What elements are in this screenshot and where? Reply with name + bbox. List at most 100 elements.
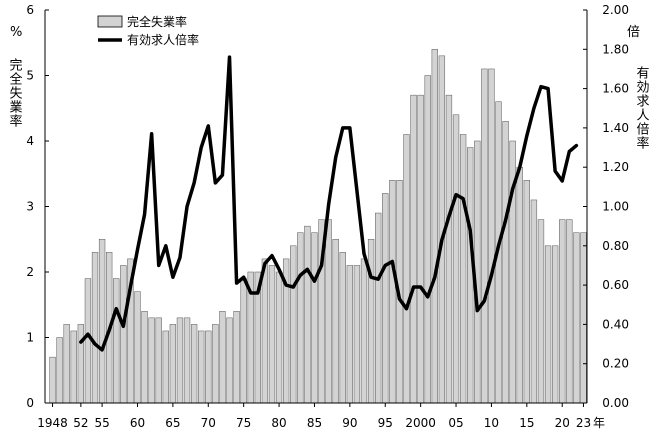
unemployment-bar-2005	[452, 114, 460, 404]
right-tick-label: 1.60	[602, 82, 629, 96]
unemployment-bar-1962	[148, 317, 155, 404]
unemployment-bar-1955	[98, 239, 106, 404]
x-tick-label: 10	[484, 416, 499, 430]
right-tick-label: 1.20	[602, 160, 629, 174]
unemployment-bar-2023	[580, 232, 587, 404]
legend-label-unemployment: 完全失業率	[127, 14, 187, 29]
right-tick-label: 1.40	[602, 121, 629, 135]
unemployment-bar-2016	[530, 199, 538, 404]
unemployment-bar-1995	[382, 193, 389, 404]
legend-swatch-unemployment	[97, 15, 123, 28]
right-tick-label: 1.00	[602, 200, 629, 214]
x-tick-label: 65	[165, 416, 180, 430]
x-tick-label: 95	[378, 416, 393, 430]
x-tick-label: 55	[94, 416, 109, 430]
unemployment-bar-2012	[502, 121, 509, 404]
unemployment-bar-1964	[162, 330, 169, 404]
unemployment-bar-2018	[544, 245, 552, 404]
unemployment-bar-2010	[488, 68, 495, 404]
unemployment-bar-2015	[523, 180, 530, 404]
job-ratio-line-layer	[79, 55, 579, 352]
left-tick-label: 6	[26, 3, 34, 17]
x-axis-ticks: 1948 52 55 60 65 70 75 80 85 90 95 2000 05 10 15 20 23	[37, 403, 591, 430]
x-tick-label: 05	[448, 416, 463, 430]
left-tick-label: 5	[26, 69, 34, 83]
unemployment-bar-2001	[424, 75, 431, 404]
unemployment-bar-2022	[573, 232, 580, 404]
right-tick-label: 2.00	[602, 3, 629, 17]
unemployment-bar-1992	[360, 258, 368, 404]
unemployment-bar-2000	[417, 94, 424, 404]
x-tick-label: 1948	[37, 416, 68, 430]
unemployment-bar-1968	[190, 324, 198, 404]
unemployment-bar-1965	[169, 324, 177, 404]
legend-label-job-ratio: 有効求人倍率	[127, 32, 199, 47]
right-axis-ticks: 0.00 0.20 0.40 0.60 0.80 1.00 1.20 1.40 1.60 1.80…	[583, 3, 629, 410]
unemployment-bar-1989	[339, 252, 346, 404]
unemployment-bar-1949	[56, 337, 63, 404]
right-axis-unit: 倍	[627, 25, 640, 40]
unemployment-bar-1973	[226, 317, 233, 404]
left-tick-label: 3	[26, 200, 34, 214]
unemployment-bar-1993	[367, 239, 375, 404]
unemployment-bar-2014	[516, 166, 523, 404]
unemployment-bar-1983	[297, 232, 304, 404]
unemployment-bar-2009	[481, 68, 488, 404]
x-tick-label: 15	[519, 416, 534, 430]
unemployment-bar-2006	[459, 134, 467, 404]
unemployment-bar-2020	[559, 219, 566, 404]
left-axis-unit: %	[10, 25, 22, 40]
left-tick-label: 4	[26, 134, 34, 148]
unemployment-bar-1967	[183, 317, 191, 404]
unemployment-bars	[49, 49, 587, 404]
legend: 完全失業率 有効求人倍率	[97, 14, 199, 47]
unemployment-bar-1954	[91, 252, 99, 404]
unemployment-bar-1975	[240, 278, 247, 404]
unemployment-bar-1953	[84, 278, 92, 404]
unemployment-bar-1991	[353, 265, 361, 404]
unemployment-bar-1996	[389, 180, 396, 404]
unemployment-bar-1961	[141, 311, 148, 404]
job-ratio-line	[79, 55, 579, 352]
unemployment-bar-1978	[261, 258, 269, 404]
unemployment-bar-1958	[120, 265, 127, 404]
left-tick-label: 0	[26, 396, 34, 410]
unemployment-bar-1980	[275, 271, 283, 404]
unemployment-bar-1966	[176, 317, 184, 404]
unemployment-bar-1960	[134, 291, 141, 404]
unemployment-bar-2021	[566, 219, 573, 404]
unemployment-bar-1951	[70, 330, 77, 404]
right-tick-label: 0.40	[602, 317, 629, 331]
right-tick-label: 1.80	[602, 42, 629, 56]
unemployment-bar-2002	[431, 49, 438, 404]
left-axis-ticks: 0 1 2 3 4 5 6	[26, 3, 49, 410]
x-tick-label: 70	[201, 416, 216, 430]
unemployment-bar-1971	[212, 324, 219, 404]
unemployment-bar-1998	[403, 134, 410, 404]
unemployment-bar-1963	[155, 317, 162, 404]
x-tick-label: 80	[271, 416, 286, 430]
right-tick-label: 0.00	[602, 396, 629, 410]
unemployment-bar-1950	[63, 324, 70, 404]
unemployment-bar-1982	[290, 245, 297, 404]
unemployment-bar-1990	[346, 265, 354, 404]
unemployment-bar-1979	[268, 265, 276, 404]
unemployment-bar-1988	[332, 239, 339, 404]
x-tick-label: 2000	[405, 416, 436, 430]
unemployment-bar-2004	[445, 94, 453, 404]
right-tick-label: 0.20	[602, 357, 629, 371]
unemployment-bar-1999	[410, 94, 417, 404]
x-tick-label: 85	[307, 416, 322, 430]
x-tick-label: 90	[342, 416, 357, 430]
unemployment-bar-1948	[49, 356, 56, 404]
unemployment-bar-1972	[219, 311, 226, 404]
left-tick-label: 2	[26, 265, 34, 279]
x-axis-unit: 年	[593, 416, 605, 430]
left-tick-label: 1	[26, 331, 34, 345]
left-axis-label: 完全失業率	[7, 58, 23, 128]
x-tick-label: 23	[576, 416, 591, 430]
unemployment-bar-2007	[467, 147, 474, 404]
unemployment-bar-1987	[325, 219, 332, 404]
right-tick-label: 0.60	[602, 278, 629, 292]
